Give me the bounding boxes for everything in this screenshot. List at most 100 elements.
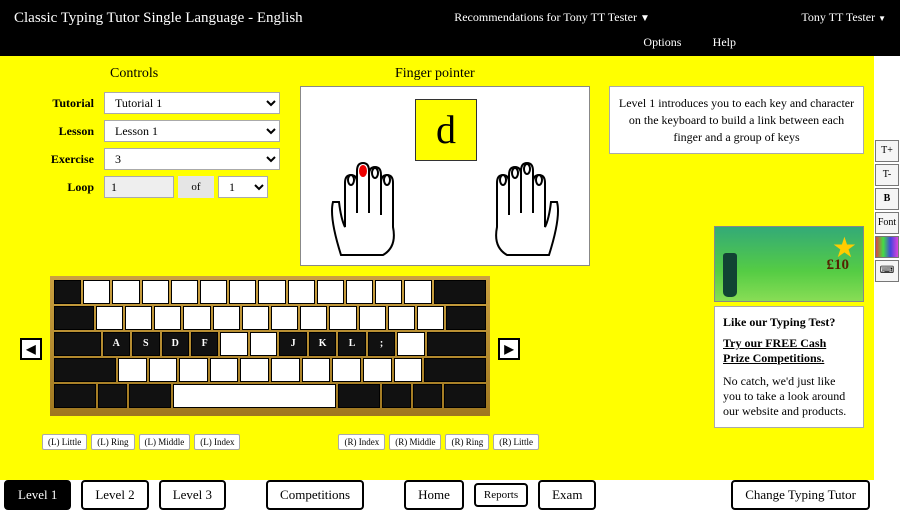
help-link[interactable]: Help: [713, 35, 736, 49]
text-increase-button[interactable]: T+: [875, 140, 899, 162]
tab-exam[interactable]: Exam: [538, 480, 596, 510]
key[interactable]: [154, 306, 181, 330]
finger-label[interactable]: (R) Middle: [389, 434, 441, 450]
key[interactable]: [302, 358, 331, 382]
key[interactable]: [242, 306, 269, 330]
key[interactable]: [112, 280, 139, 304]
tab-reports[interactable]: Reports: [474, 483, 528, 507]
key[interactable]: K: [309, 332, 336, 356]
key[interactable]: [413, 384, 442, 408]
tab-level1[interactable]: Level 1: [4, 480, 71, 510]
key[interactable]: [83, 280, 110, 304]
finger-label[interactable]: (L) Middle: [139, 434, 191, 450]
key[interactable]: [427, 332, 486, 356]
key[interactable]: D: [162, 332, 189, 356]
key[interactable]: [394, 358, 423, 382]
key[interactable]: [424, 358, 486, 382]
finger-label[interactable]: (L) Ring: [91, 434, 134, 450]
options-link[interactable]: Options: [643, 35, 681, 49]
key[interactable]: [54, 306, 94, 330]
user-menu[interactable]: Tony TT Tester ▼: [801, 8, 886, 25]
key[interactable]: [258, 280, 285, 304]
key[interactable]: [240, 358, 269, 382]
key[interactable]: A: [103, 332, 130, 356]
key[interactable]: [329, 306, 356, 330]
key[interactable]: [338, 384, 380, 408]
text-decrease-button[interactable]: T-: [875, 164, 899, 186]
key[interactable]: J: [279, 332, 306, 356]
finger-label[interactable]: (L) Index: [194, 434, 240, 450]
key[interactable]: [54, 280, 81, 304]
key[interactable]: [149, 358, 178, 382]
key[interactable]: [96, 306, 123, 330]
keyboard-prev-button[interactable]: ◀: [20, 338, 42, 360]
exercise-select[interactable]: 3: [104, 148, 280, 170]
chevron-down-icon: ▼: [878, 14, 886, 23]
finger-label[interactable]: (R) Ring: [445, 434, 489, 450]
key[interactable]: [118, 358, 147, 382]
lesson-select[interactable]: Lesson 1: [104, 120, 280, 142]
promo-body: No catch, we'd just like you to take a l…: [723, 374, 855, 419]
key[interactable]: [271, 358, 300, 382]
tab-change-tutor[interactable]: Change Typing Tutor: [731, 480, 870, 510]
key[interactable]: [271, 306, 298, 330]
key[interactable]: S: [132, 332, 159, 356]
key[interactable]: ;: [368, 332, 395, 356]
font-button[interactable]: Font: [875, 212, 899, 234]
key[interactable]: [54, 332, 101, 356]
key[interactable]: L: [338, 332, 365, 356]
tutorial-label: Tutorial: [20, 96, 104, 111]
key[interactable]: [210, 358, 239, 382]
tab-level2[interactable]: Level 2: [81, 480, 148, 510]
key[interactable]: [129, 384, 171, 408]
key[interactable]: [250, 332, 277, 356]
key[interactable]: [200, 280, 227, 304]
keyboard-icon-button[interactable]: ⌨: [875, 260, 899, 282]
tutorial-select[interactable]: Tutorial 1: [104, 92, 280, 114]
key[interactable]: [142, 280, 169, 304]
key[interactable]: [125, 306, 152, 330]
side-toolbar: T+ T- B Font ⌨: [874, 138, 900, 284]
tab-competitions[interactable]: Competitions: [266, 480, 364, 510]
key[interactable]: [397, 332, 424, 356]
lesson-label: Lesson: [20, 124, 104, 139]
key[interactable]: [332, 358, 361, 382]
key[interactable]: [288, 280, 315, 304]
key[interactable]: [171, 280, 198, 304]
keyboard-next-button[interactable]: ▶: [498, 338, 520, 360]
key[interactable]: [434, 280, 486, 304]
key[interactable]: [229, 280, 256, 304]
key[interactable]: [359, 306, 386, 330]
loop-current-input[interactable]: [104, 176, 174, 198]
loop-total-select[interactable]: 1: [218, 176, 268, 198]
key[interactable]: [404, 280, 431, 304]
key[interactable]: [300, 306, 327, 330]
key[interactable]: F: [191, 332, 218, 356]
key[interactable]: [388, 306, 415, 330]
key[interactable]: [183, 306, 210, 330]
tab-home[interactable]: Home: [404, 480, 464, 510]
finger-label[interactable]: (R) Little: [493, 434, 539, 450]
key[interactable]: [363, 358, 392, 382]
key[interactable]: [220, 332, 247, 356]
color-button[interactable]: [875, 236, 899, 258]
key[interactable]: [375, 280, 402, 304]
key[interactable]: [382, 384, 411, 408]
recommendations-dropdown[interactable]: Recommendations for Tony TT Tester ▼: [454, 10, 650, 25]
key[interactable]: [173, 384, 336, 408]
finger-label[interactable]: (L) Little: [42, 434, 87, 450]
key[interactable]: [179, 358, 208, 382]
key[interactable]: [54, 384, 96, 408]
key[interactable]: [317, 280, 344, 304]
key[interactable]: [446, 306, 486, 330]
bold-button[interactable]: B: [875, 188, 899, 210]
key[interactable]: [98, 384, 127, 408]
finger-label[interactable]: (R) Index: [338, 434, 385, 450]
key[interactable]: [213, 306, 240, 330]
key[interactable]: [346, 280, 373, 304]
key[interactable]: [417, 306, 444, 330]
key[interactable]: [54, 358, 116, 382]
tab-level3[interactable]: Level 3: [159, 480, 226, 510]
key[interactable]: [444, 384, 486, 408]
promo-link[interactable]: Try our FREE Cash Prize Competitions.: [723, 336, 855, 366]
